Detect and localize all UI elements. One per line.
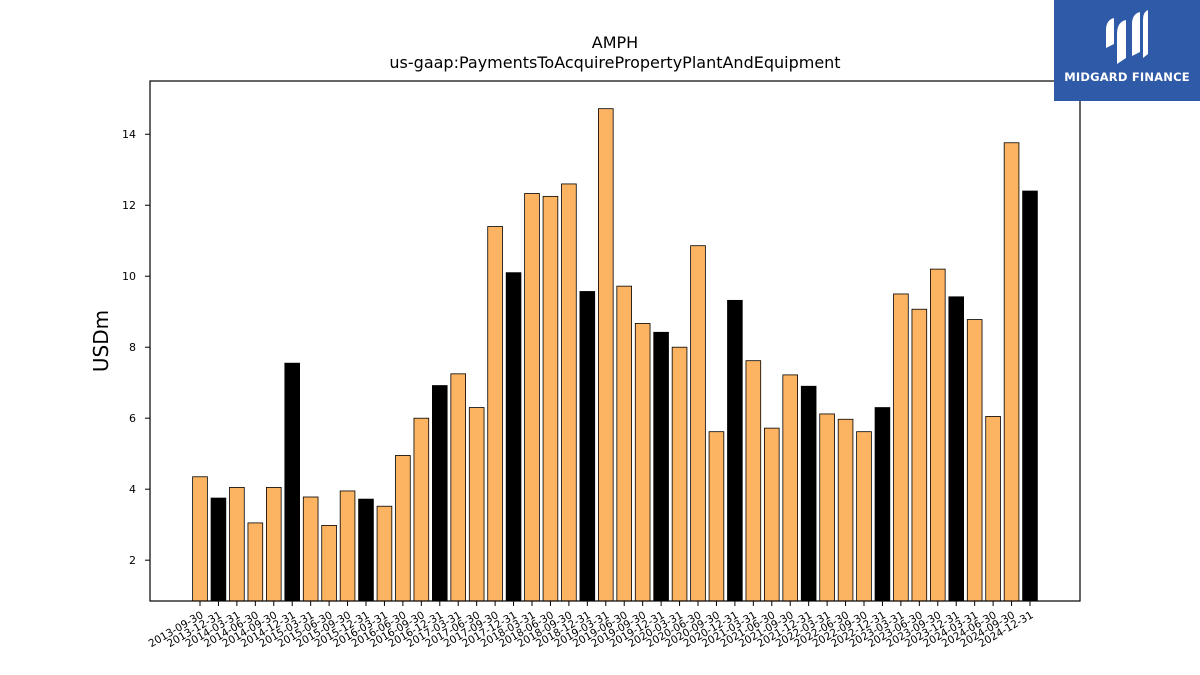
bar-2022-12-31 bbox=[874, 407, 891, 602]
bar-2018-09-30 bbox=[561, 183, 577, 602]
y-axis-label: USDm bbox=[89, 310, 113, 372]
y-tick-label: 2 bbox=[129, 554, 136, 567]
bar-2018-12-31 bbox=[579, 291, 596, 602]
bar-2014-03-31 bbox=[229, 487, 245, 602]
bar-2017-09-30 bbox=[487, 226, 503, 602]
bar-2014-06-30 bbox=[247, 522, 264, 602]
bar-2014-12-31 bbox=[284, 362, 301, 602]
bar-2023-06-30 bbox=[911, 308, 928, 602]
logo-text: MIDGARD FINANCE bbox=[1064, 70, 1190, 84]
bar-2023-09-30 bbox=[930, 268, 946, 602]
bar-2024-12-31 bbox=[1022, 190, 1038, 602]
bar-2016-09-30 bbox=[413, 417, 430, 602]
y-tick-label: 8 bbox=[129, 341, 136, 354]
bar-2022-03-31 bbox=[819, 413, 835, 602]
chart-title: AMPH bbox=[592, 33, 638, 52]
y-tick-label: 14 bbox=[122, 128, 136, 141]
bar-2013-12-31 bbox=[210, 497, 227, 602]
y-tick-label: 10 bbox=[122, 270, 136, 283]
bar-2019-03-31 bbox=[598, 108, 614, 602]
y-tick-label: 12 bbox=[122, 199, 136, 212]
logo-mark-icon bbox=[1106, 10, 1148, 64]
bar-2023-03-31 bbox=[893, 293, 909, 602]
bar-2019-06-30 bbox=[616, 285, 632, 602]
bar-2015-06-30 bbox=[321, 524, 337, 602]
bar-2015-12-31 bbox=[358, 498, 374, 602]
bar-2022-09-30 bbox=[856, 431, 872, 602]
bar-2016-06-30 bbox=[395, 455, 411, 602]
bar-2021-03-31 bbox=[745, 360, 762, 602]
y-tick-label: 4 bbox=[129, 483, 136, 496]
bar-2020-06-30 bbox=[690, 245, 706, 602]
bar-2021-09-30 bbox=[782, 374, 798, 602]
bar-2013-09-30 bbox=[192, 476, 208, 602]
bar-2024-03-31 bbox=[966, 319, 983, 602]
plot-frame bbox=[149, 80, 1081, 602]
bar-2017-03-31 bbox=[450, 373, 467, 602]
bar-2024-09-30 bbox=[1003, 142, 1020, 602]
y-tick-label: 6 bbox=[129, 412, 136, 425]
bar-2016-03-31 bbox=[376, 505, 393, 602]
y-axis: 2 4 6 8 10 12 14 bbox=[122, 128, 150, 567]
bar-2021-12-31 bbox=[800, 385, 817, 602]
bar-2021-06-30 bbox=[764, 427, 780, 602]
bar-2019-09-30 bbox=[634, 323, 651, 602]
bar-2017-06-30 bbox=[468, 407, 485, 602]
bar-2022-06-30 bbox=[837, 418, 854, 602]
bar-2018-03-31 bbox=[524, 193, 540, 602]
bars-group bbox=[192, 108, 1038, 602]
bar-2014-09-30 bbox=[265, 487, 282, 602]
chart-subtitle: us-gaap:PaymentsToAcquirePropertyPlantAn… bbox=[389, 53, 840, 72]
midgard-finance-logo: MIDGARD FINANCE bbox=[1054, 0, 1200, 101]
bar-2019-12-31 bbox=[653, 331, 669, 602]
bar-2020-12-31 bbox=[727, 299, 743, 602]
bar-2015-03-31 bbox=[302, 496, 319, 602]
bar-2023-12-31 bbox=[948, 296, 964, 602]
x-axis: 2013-09-302013-12-312014-03-312014-06-30… bbox=[147, 601, 1036, 650]
bar-2020-09-30 bbox=[708, 431, 725, 602]
bar-2016-12-31 bbox=[431, 385, 448, 602]
bar-2015-09-30 bbox=[339, 490, 356, 602]
bar-2020-03-31 bbox=[671, 346, 688, 602]
bar-2018-06-30 bbox=[542, 195, 559, 602]
bar-2024-06-30 bbox=[985, 416, 1001, 602]
bar-2017-12-31 bbox=[505, 272, 522, 602]
